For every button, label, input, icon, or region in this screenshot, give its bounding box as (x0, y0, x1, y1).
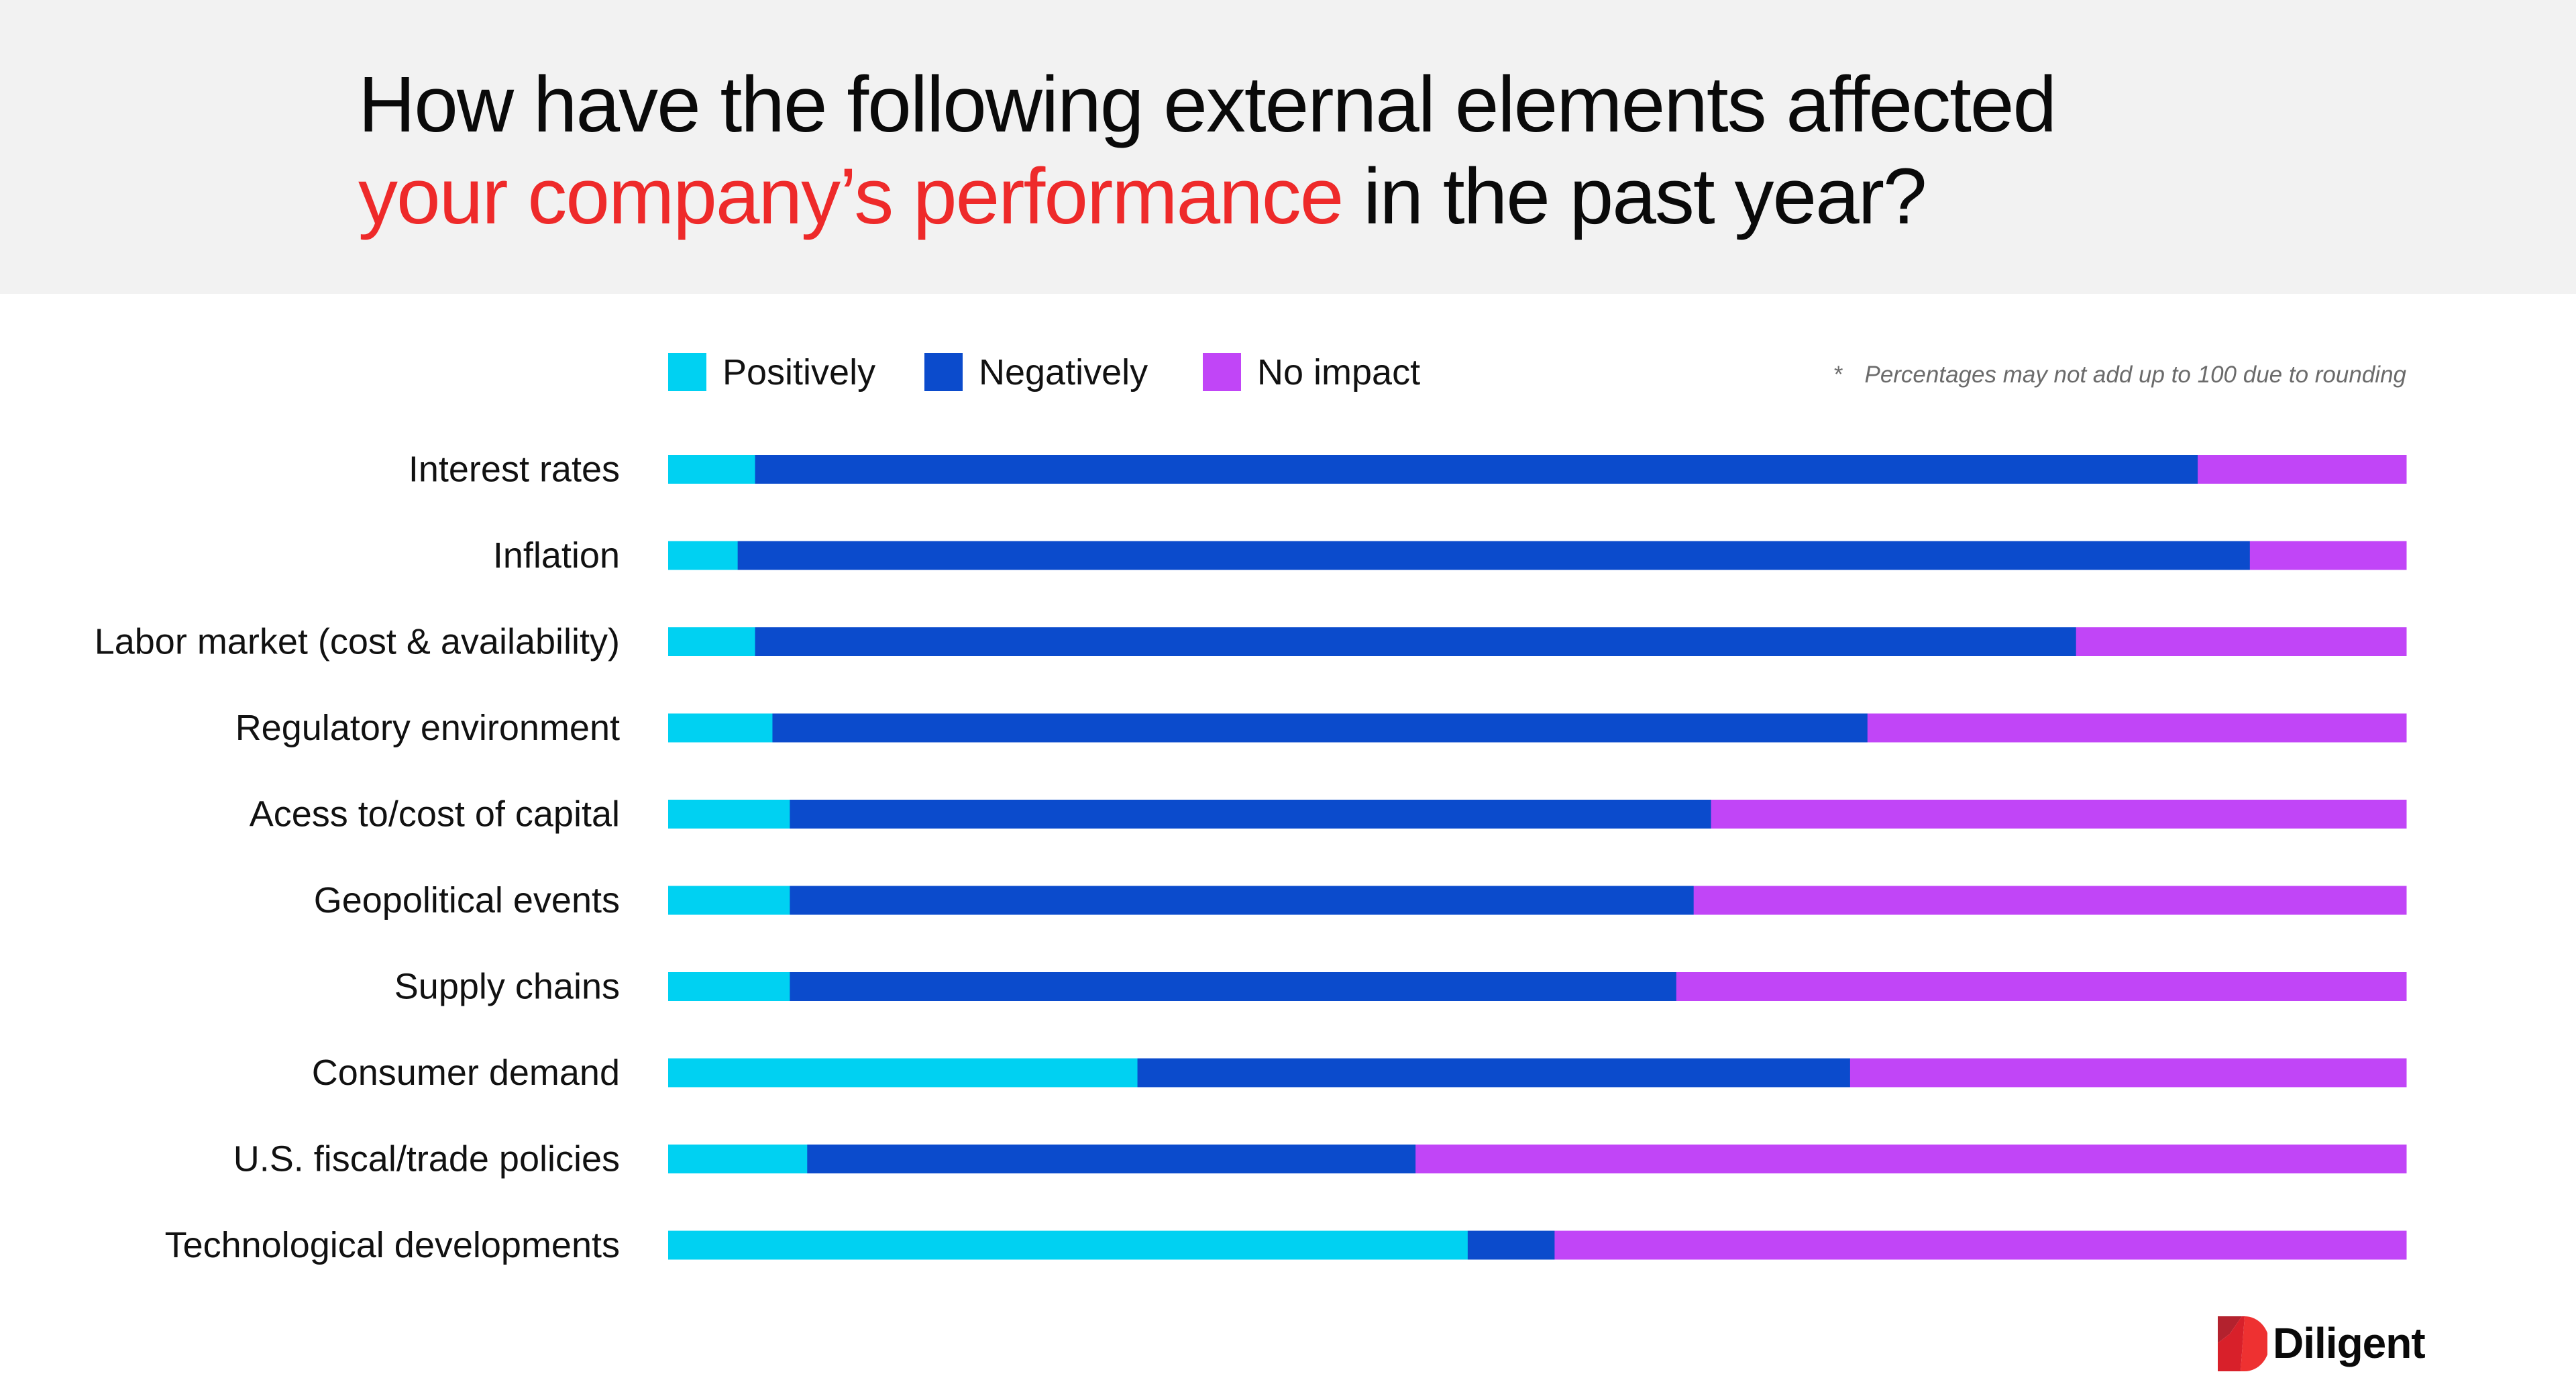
footnote-marker: * (1833, 362, 1843, 388)
category-label: Interest rates (409, 449, 620, 490)
chart-title: How have the following external elements… (358, 59, 2057, 243)
category-label: Consumer demand (312, 1053, 620, 1093)
title-accent: your company’s performance (358, 152, 1344, 241)
bar-segment-no-impact: U.S. fiscal/trade policies — No impact: … (1415, 1145, 2407, 1173)
title-line-2-rest: in the past year? (1342, 152, 1927, 241)
category-label: Geopolitical events (314, 880, 620, 920)
category-label: Supply chains (394, 967, 620, 1007)
bar-segment-no-impact: Technological developments — No impact: … (1554, 1230, 2407, 1260)
bar-segment-positively: U.S. fiscal/trade policies — Positively:… (668, 1145, 808, 1173)
bar-segment-positively: Acess to/cost of capital — Positively: 7… (668, 800, 790, 829)
logo-wordmark: Diligent (2273, 1319, 2426, 1367)
header-band: How have the following external elements… (0, 0, 2576, 294)
diligent-d-logo-icon (2218, 1316, 2267, 1371)
bar-segment-negatively: Consumer demand — Negatively: 41% (1137, 1058, 1851, 1088)
bar-row-regulatory-environment: Regulatory environment Regulatory environ… (235, 708, 2407, 748)
legend-label-positively: Positively (722, 352, 876, 392)
bar-segment-positively: Supply chains — Positively: 7% (668, 972, 790, 1001)
legend-label-negatively: Negatively (979, 352, 1148, 392)
legend-swatch-no-impact (1203, 353, 1241, 391)
bar-segment-negatively: Acess to/cost of capital — Negatively: 5… (790, 800, 1712, 829)
bar-segment-negatively: U.S. fiscal/trade policies — Negatively:… (807, 1145, 1416, 1173)
category-label: Acess to/cost of capital (250, 794, 620, 835)
bar-row-labor-market-cost-availability: Labor market (cost & availability) Labor … (95, 622, 2407, 662)
bar-row-supply-chains: Supply chains Supply chains — Positively:… (394, 967, 2407, 1007)
footnote: * Percentages may not add up to 100 due t… (1834, 360, 2406, 390)
legend-label-no-impact: No impact (1257, 352, 1421, 392)
bar-segment-no-impact: Labor market (cost & availability) — No … (2076, 627, 2407, 656)
bar-segment-negatively: Inflation — Negatively: 87% (737, 541, 2251, 570)
bar-segment-no-impact: Geopolitical events — No impact: 41% (1693, 886, 2407, 915)
bar-segment-positively: Technological developments — Positively:… (668, 1230, 1468, 1260)
bar-row-u-s-fiscal-trade-policies: U.S. fiscal/trade policies U.S. fiscal/tr… (233, 1139, 2407, 1179)
bar-segment-no-impact: Inflation — No impact: 9% (2249, 541, 2407, 570)
bar-row-inflation: InflationInflation — Positively: 4%Infla… (493, 535, 2407, 576)
bar-segment-negatively: Supply chains — Negatively: 51% (790, 972, 1677, 1001)
bar-segment-negatively: Geopolitical events — Negatively: 52% (790, 886, 1695, 915)
category-label: Inflation (493, 535, 620, 576)
bar-segment-no-impact: Regulatory environment — No impact: 31% (1867, 713, 2407, 743)
bar-segment-negatively: Regulatory environment — Negatively: 63% (772, 713, 1868, 743)
bar-segment-positively: Consumer demand — Positively: 27% (668, 1058, 1138, 1088)
title-line-1: How have the following external elements… (358, 60, 2057, 149)
bar-segment-negatively: Technological developments — Negatively:… (1467, 1230, 1555, 1260)
category-label: Regulatory environment (235, 708, 620, 748)
bar-segment-positively: Interest rates — Positively: 5% (668, 455, 756, 484)
bar-row-acess-to-cost-of-capital: Acess to/cost of capital Acess to/cost of… (250, 794, 2407, 835)
bar-segment-no-impact: Interest rates — No impact: 12% (2198, 455, 2407, 484)
bar-segment-negatively: Labor market (cost & availability) — Neg… (755, 627, 2077, 656)
legend-swatch-negatively (924, 353, 963, 391)
category-label: U.S. fiscal/trade policies (233, 1139, 620, 1179)
bar-segment-no-impact: Consumer demand — No impact: 32% (1849, 1058, 2407, 1088)
bar-segment-no-impact: Supply chains — No impact: 42% (1676, 972, 2407, 1001)
category-label: Technological developments (165, 1225, 620, 1265)
footnote-text: Percentages may not add up to 100 due to… (1864, 362, 2406, 388)
bar-segment-negatively: Interest rates — Negatively: 83% (755, 455, 2198, 484)
bar-segment-positively: Regulatory environment — Positively: 6% (668, 713, 773, 743)
bar-segment-positively: Geopolitical events — Positively: 7% (668, 886, 790, 915)
bar-row-interest-rates: Interest rates Interest rates — Positivel… (409, 449, 2407, 490)
category-label: Labor market (cost & availability) (95, 622, 620, 662)
bar-segment-positively: Inflation — Positively: 4% (668, 541, 739, 570)
bar-row-geopolitical-events: Geopolitical events Geopolitical events —… (314, 880, 2407, 920)
legend-swatch-positively (668, 353, 706, 391)
bar-row-technological-developments: Technological developments Technological … (165, 1225, 2407, 1265)
bar-row-consumer-demand: Consumer demand Consumer demand — Positiv… (312, 1053, 2407, 1093)
bar-segment-no-impact: Acess to/cost of capital — No impact: 40… (1711, 800, 2407, 829)
bar-segment-positively: Labor market (cost & availability) — Pos… (668, 627, 756, 656)
